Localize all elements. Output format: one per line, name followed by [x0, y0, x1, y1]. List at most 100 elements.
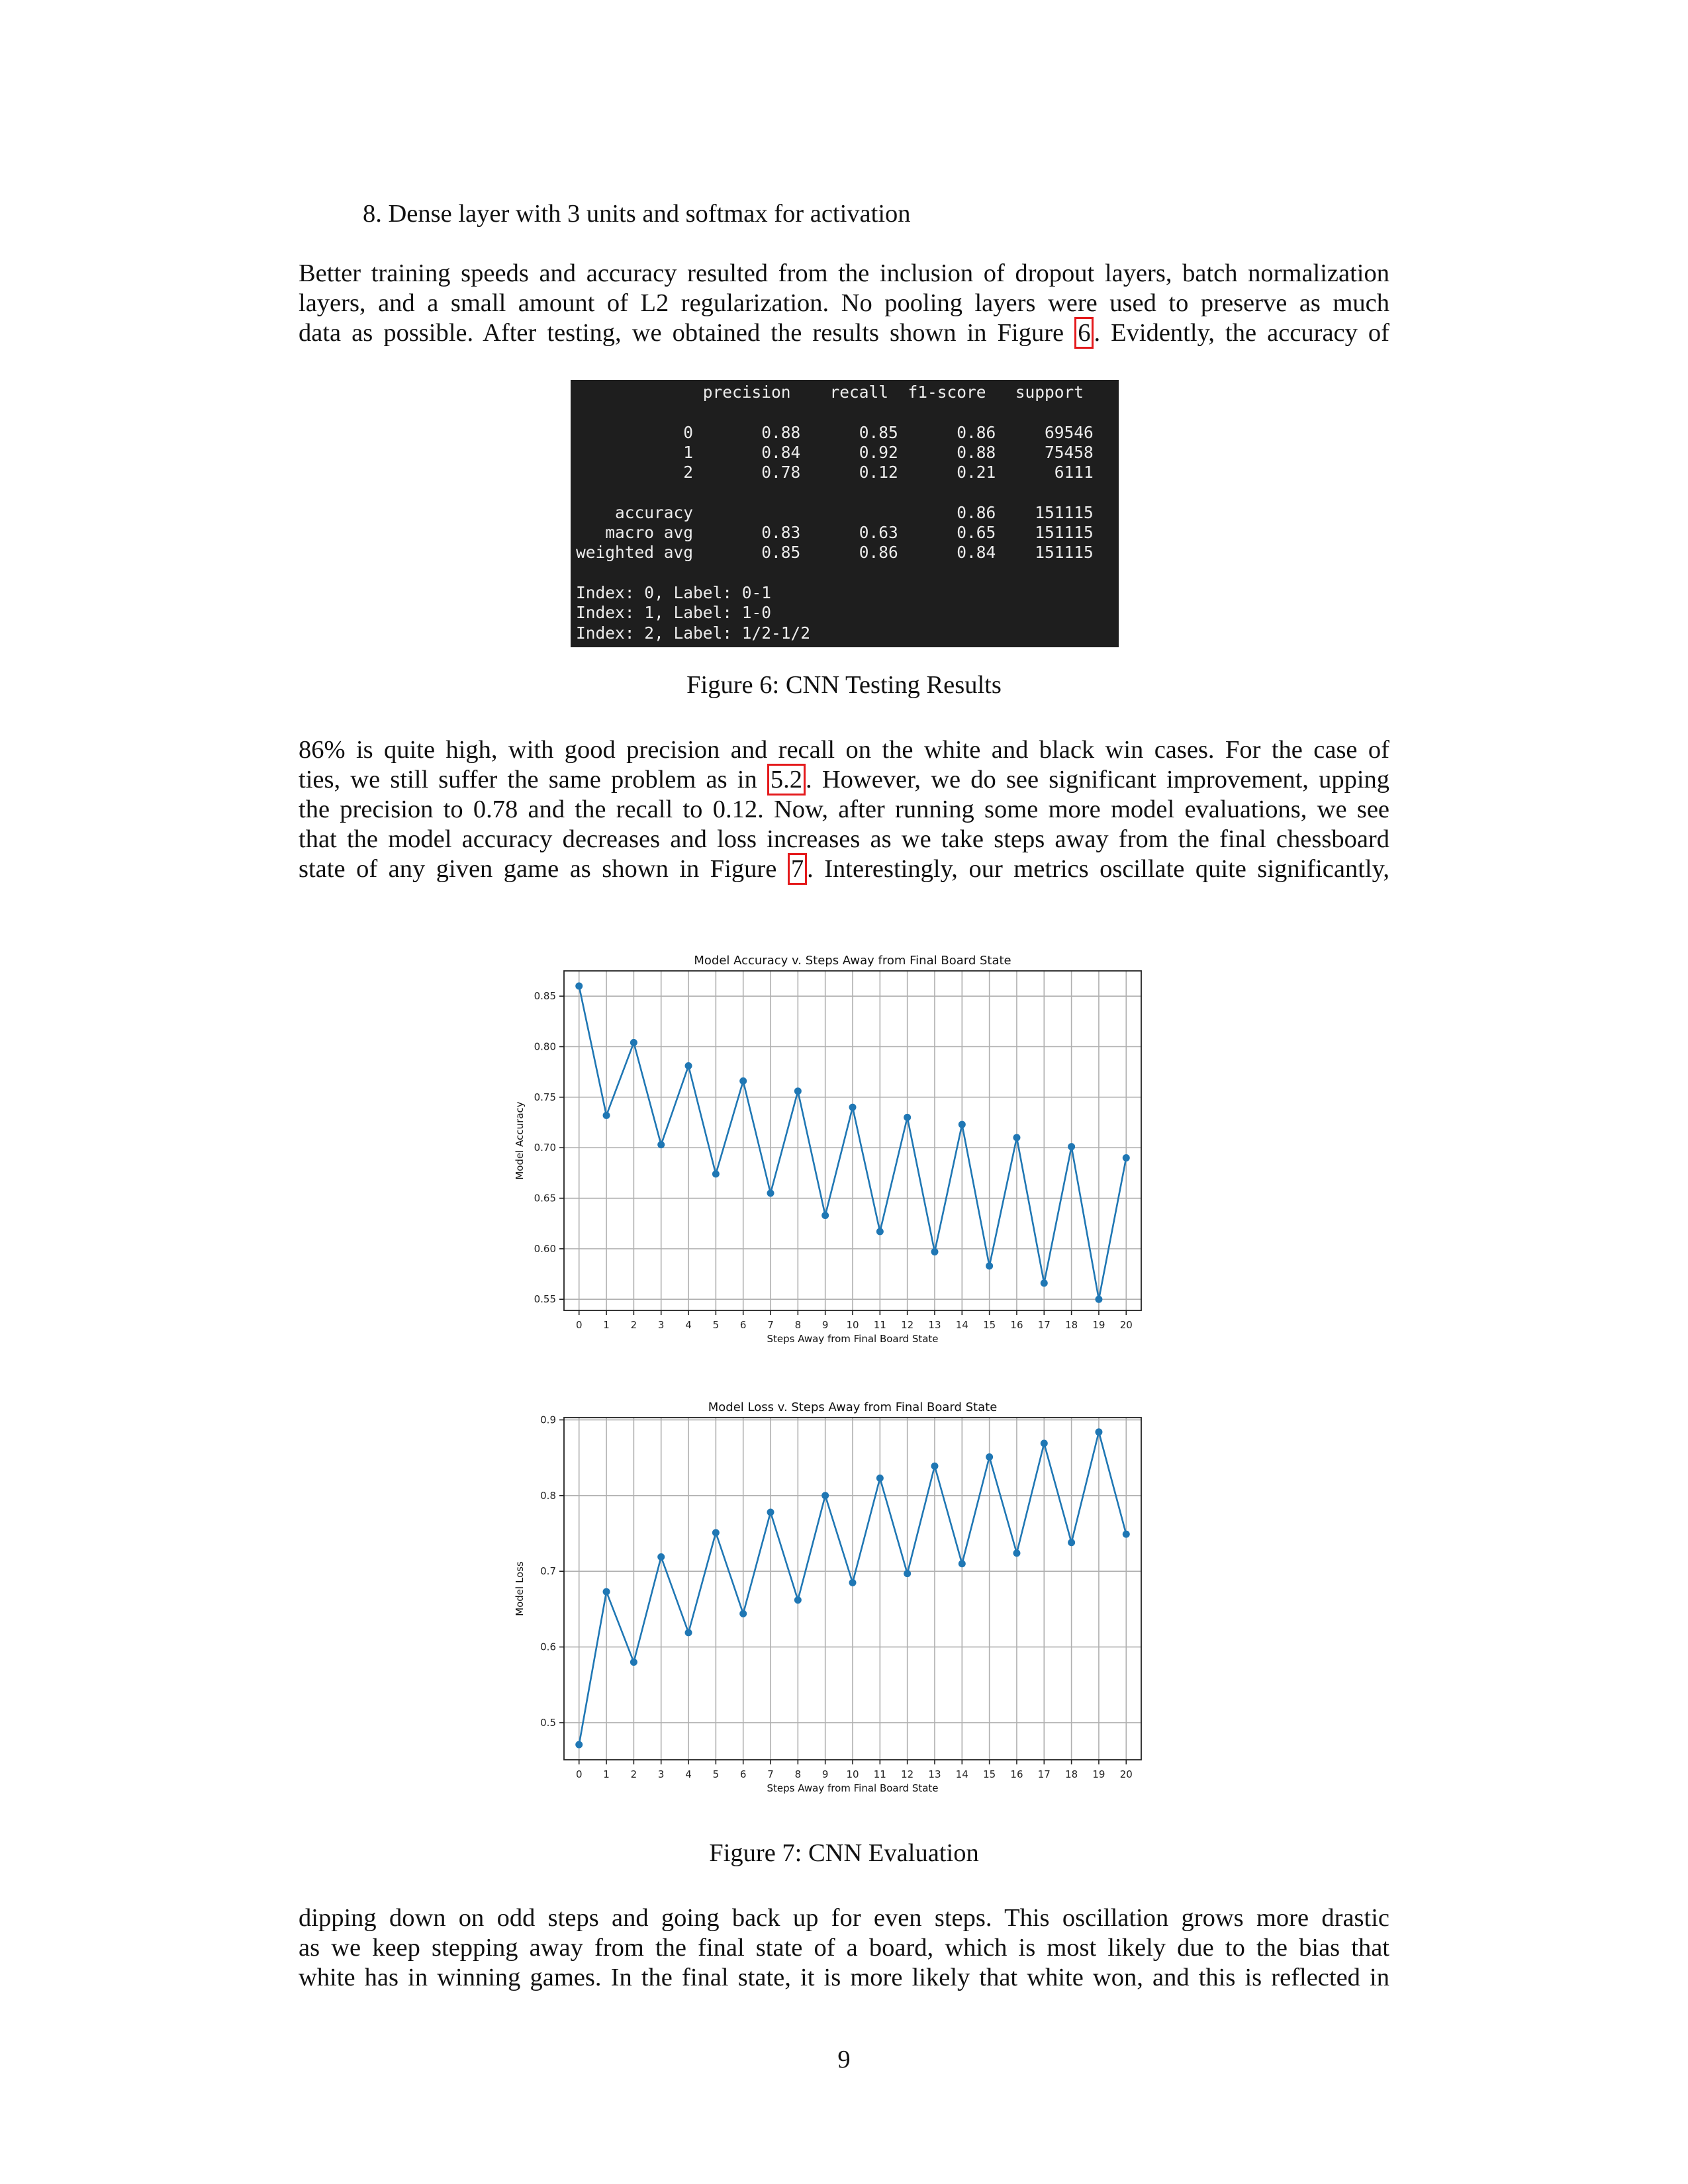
x-tick-label: 5	[713, 1319, 720, 1331]
paragraph-line: the precision to 0.78 and the recall to …	[299, 796, 1389, 823]
x-tick-label: 19	[1092, 1319, 1105, 1331]
data-point	[657, 1553, 665, 1561]
classification-report: precision recall f1-score support 0 0.88…	[576, 383, 1094, 643]
x-tick-label: 19	[1092, 1768, 1105, 1780]
data-point	[931, 1248, 939, 1255]
x-tick-label: 2	[631, 1319, 637, 1331]
x-tick-label: 14	[956, 1768, 968, 1780]
data-point	[739, 1077, 747, 1085]
paragraph-line: Better training speeds and accuracy resu…	[299, 259, 1389, 287]
y-tick-label: 0.5	[540, 1717, 556, 1729]
x-tick-label: 20	[1120, 1319, 1133, 1331]
x-tick-label: 10	[846, 1768, 859, 1780]
data-point	[767, 1189, 774, 1197]
x-tick-label: 9	[822, 1768, 829, 1780]
x-tick-label: 10	[846, 1319, 859, 1331]
paragraph-line: that the model accuracy decreases and lo…	[299, 825, 1389, 853]
paragraph-line: state of any given game as shown in Figu…	[299, 853, 1389, 885]
data-point	[958, 1120, 966, 1128]
paragraph-1: Better training speeds and accuracy resu…	[299, 259, 1389, 349]
x-tick-label: 6	[740, 1768, 747, 1780]
x-tick-label: 6	[740, 1319, 747, 1331]
figure-6-link[interactable]: 6	[1074, 317, 1094, 349]
y-tick-label: 0.8	[540, 1490, 556, 1502]
x-tick-label: 12	[901, 1768, 914, 1780]
data-point	[849, 1578, 857, 1586]
data-point	[1013, 1134, 1021, 1142]
x-tick-label: 18	[1065, 1319, 1078, 1331]
data-point	[904, 1570, 912, 1578]
y-axis-label: Model Accuracy	[514, 1101, 526, 1179]
data-point	[1068, 1143, 1076, 1151]
figure-7-caption: Figure 7: CNN Evaluation	[709, 1839, 979, 1867]
x-tick-label: 7	[767, 1319, 774, 1331]
data-point	[1095, 1295, 1103, 1303]
paragraph-line: ties, we still suffer the same problem a…	[299, 764, 1389, 796]
chart-title: Model Loss v. Steps Away from Final Boar…	[708, 1400, 998, 1414]
data-point	[958, 1560, 966, 1568]
data-point	[739, 1610, 747, 1617]
y-tick-label: 0.80	[534, 1041, 556, 1053]
data-point	[1122, 1530, 1130, 1538]
x-tick-label: 8	[795, 1319, 802, 1331]
data-point	[684, 1629, 692, 1637]
data-point	[931, 1462, 939, 1470]
x-tick-label: 0	[576, 1319, 583, 1331]
x-tick-label: 3	[658, 1319, 665, 1331]
data-point	[849, 1103, 857, 1111]
data-point	[712, 1170, 720, 1178]
x-tick-label: 0	[576, 1768, 583, 1780]
data-point	[1013, 1549, 1021, 1557]
data-point	[821, 1211, 829, 1219]
x-tick-label: 1	[603, 1319, 610, 1331]
figure-7-link[interactable]: 7	[787, 853, 808, 885]
x-tick-label: 12	[901, 1319, 914, 1331]
section-5-2-link[interactable]: 5.2	[767, 764, 806, 796]
data-point	[575, 1741, 583, 1749]
data-point	[1040, 1439, 1048, 1447]
x-tick-label: 16	[1010, 1768, 1023, 1780]
y-tick-label: 0.6	[540, 1641, 556, 1653]
y-tick-label: 0.7	[540, 1565, 556, 1577]
data-point	[657, 1141, 665, 1149]
data-point	[575, 982, 583, 990]
data-point	[1095, 1428, 1103, 1436]
data-point	[1040, 1279, 1048, 1287]
data-point	[1122, 1154, 1130, 1161]
x-tick-label: 17	[1038, 1319, 1051, 1331]
x-tick-label: 15	[983, 1768, 996, 1780]
x-tick-label: 4	[685, 1319, 692, 1331]
accuracy-chart: 0 1 2 3 4 5 6 7 8 9 10 11 12 13 14 15 16 17 18 19 200.550.60…	[514, 954, 1142, 1345]
page-number: 9	[837, 2046, 851, 2073]
y-tick-label: 0.75	[534, 1091, 556, 1103]
x-tick-label: 20	[1120, 1768, 1133, 1780]
y-tick-label: 0.65	[534, 1193, 556, 1205]
x-tick-label: 5	[713, 1768, 720, 1780]
data-point	[821, 1492, 829, 1500]
paragraph-3: dipping down on odd steps and going back…	[299, 1903, 1389, 1993]
data-point	[767, 1508, 774, 1516]
x-tick-label: 11	[874, 1319, 886, 1331]
x-tick-label: 4	[685, 1768, 692, 1780]
x-tick-label: 9	[822, 1319, 829, 1331]
data-point	[602, 1588, 610, 1596]
list-item-8: 8. Dense layer with 3 units and softmax …	[363, 200, 911, 228]
terminal-output: precision recall f1-score support 0 0.88…	[571, 380, 1119, 647]
x-tick-label: 3	[658, 1768, 665, 1780]
x-tick-label: 18	[1065, 1768, 1078, 1780]
data-point	[630, 1038, 637, 1046]
data-point	[794, 1596, 802, 1604]
data-point	[876, 1475, 884, 1482]
x-tick-label: 16	[1010, 1319, 1023, 1331]
chart-title: Model Accuracy v. Steps Away from Final …	[694, 954, 1011, 968]
data-point	[794, 1087, 802, 1095]
x-axis-label: Steps Away from Final Board State	[767, 1782, 938, 1794]
x-tick-label: 2	[631, 1768, 637, 1780]
data-point	[684, 1062, 692, 1070]
x-tick-label: 8	[795, 1768, 802, 1780]
paragraph-2: 86% is quite high, with good precision a…	[299, 735, 1389, 885]
y-axis-label: Model Loss	[514, 1561, 526, 1616]
x-tick-label: 7	[767, 1768, 774, 1780]
data-point	[986, 1262, 994, 1270]
data-point	[712, 1529, 720, 1537]
